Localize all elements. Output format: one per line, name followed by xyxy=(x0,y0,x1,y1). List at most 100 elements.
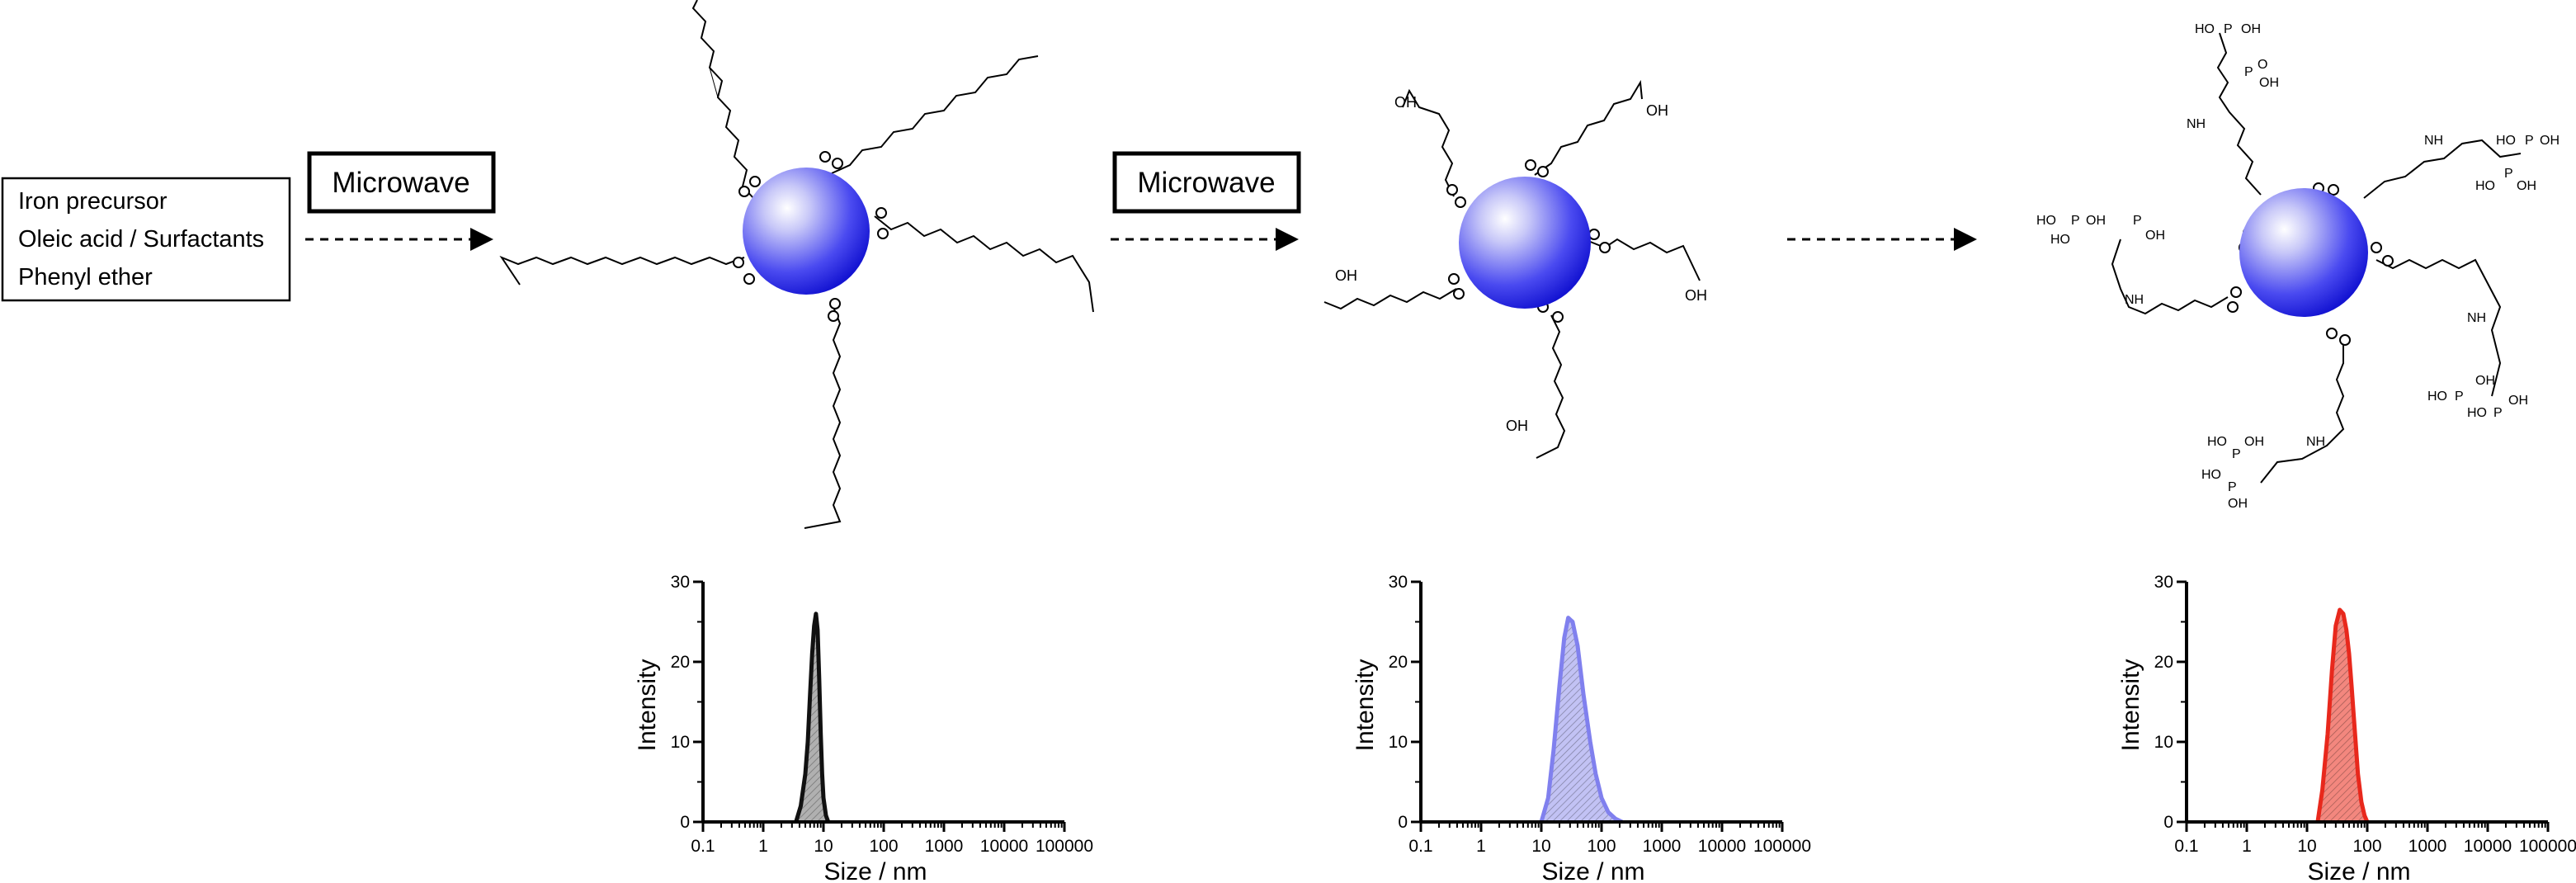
x-tick-label: 100 xyxy=(2352,837,2381,856)
reagent-line-surfactants: Oleic acid / Surfactants xyxy=(18,226,264,253)
x-tick-label: 10000 xyxy=(980,837,1028,856)
y-axis-label: Intensity xyxy=(2117,659,2144,752)
distribution-hatch xyxy=(2317,610,2367,822)
x-tick-label: 1 xyxy=(2242,837,2252,856)
x-tick-label: 0.1 xyxy=(691,837,715,856)
acid-chain-up-left xyxy=(1402,88,1455,197)
svg-text:P: P xyxy=(2244,65,2253,79)
step-3-arrowhead xyxy=(1954,228,1977,251)
svg-text:P: P xyxy=(2071,214,2080,228)
x-tick-label: 0.1 xyxy=(2174,837,2198,856)
x-tick-label: 100 xyxy=(869,837,898,856)
x-tick-label: 10 xyxy=(1531,837,1550,856)
svg-text:HO: HO xyxy=(2467,406,2487,420)
acid-chain-down xyxy=(1536,314,1566,459)
reagent-line-iron-precursor: Iron precursor xyxy=(18,188,167,215)
svg-text:OH: OH xyxy=(2475,374,2495,388)
y-tick-label: 0 xyxy=(1398,813,1408,832)
size-distribution-chart-2: 0 10 20 30 0.1 1 10 100 1000 10000 100000 Size / nm… xyxy=(1352,573,1811,883)
svg-text:HO: HO xyxy=(2195,22,2215,36)
svg-text:P: P xyxy=(2504,167,2513,181)
svg-text:OH: OH xyxy=(2241,22,2261,36)
bp-chain-left xyxy=(2111,238,2229,315)
x-tick-label: 10000 xyxy=(1698,837,1746,856)
bp-nh-1: NH xyxy=(2187,117,2206,131)
svg-text:P: P xyxy=(2232,447,2241,461)
nanoparticle-oleate xyxy=(499,0,1094,529)
step-2-box xyxy=(1112,151,1301,214)
x-tick-label: 100 xyxy=(1587,837,1616,856)
y-axis-label: Intensity xyxy=(634,659,661,752)
svg-text:OH: OH xyxy=(2145,229,2165,243)
acid-oh-2: OH xyxy=(1646,102,1668,119)
bp-chain-right xyxy=(2375,258,2502,397)
y-tick-label: 10 xyxy=(671,733,690,752)
reagent-line-solvent: Phenyl ether xyxy=(18,264,153,290)
nanoparticle-bisphosphonate xyxy=(2111,32,2522,484)
svg-text:OH: OH xyxy=(2259,76,2279,90)
y-tick-label: 10 xyxy=(2154,733,2173,752)
bp-nh-4: NH xyxy=(2467,311,2486,325)
oleate-chain-left xyxy=(499,255,745,286)
oleate-chain-right xyxy=(874,215,1094,313)
bp-chain-down xyxy=(2260,342,2345,484)
bp-cluster-left: HO P OH HO P OH xyxy=(2036,214,2165,247)
step-2-label: Microwave xyxy=(1137,167,1275,199)
y-tick-label: 30 xyxy=(2154,573,2173,592)
y-tick-label: 20 xyxy=(671,653,690,672)
distribution-line xyxy=(2315,607,2370,823)
svg-text:P: P xyxy=(2455,390,2464,404)
svg-text:P: P xyxy=(2133,214,2142,228)
svg-text:HO: HO xyxy=(2201,468,2221,482)
x-tick-label: 10 xyxy=(2297,837,2316,856)
x-tick-label: 10000 xyxy=(2464,837,2512,856)
svg-text:P: P xyxy=(2525,134,2534,148)
svg-text:HO: HO xyxy=(2427,390,2447,404)
svg-text:HO: HO xyxy=(2036,214,2056,228)
reagent-box: Iron precursor Oleic acid / Surfactants … xyxy=(1,177,291,302)
nanoparticle-core-1 xyxy=(743,168,870,295)
svg-text:P: P xyxy=(2493,406,2503,420)
x-tick-label: 1000 xyxy=(2409,837,2447,856)
bp-nh-2: NH xyxy=(2424,134,2443,148)
svg-text:HO: HO xyxy=(2050,233,2070,247)
oleate-chain-down xyxy=(804,306,842,529)
bp-cluster-top: HO P OH P OH O xyxy=(2195,22,2279,90)
svg-text:HO: HO xyxy=(2496,134,2516,148)
y-tick-label: 20 xyxy=(2154,653,2173,672)
step-1-label: Microwave xyxy=(332,167,469,199)
step-1: Microwave xyxy=(305,151,496,251)
distribution-hatch xyxy=(1541,617,1622,822)
x-tick-label: 1000 xyxy=(925,837,964,856)
bp-cluster-right: HO P OH HO P OH xyxy=(2475,134,2559,193)
x-tick-label: 10 xyxy=(814,837,833,856)
acid-labels: OH OH OH OH OH xyxy=(1335,94,1707,434)
bp-nh-3: NH xyxy=(2125,293,2144,307)
x-tick-label: 100000 xyxy=(1036,837,1093,856)
acid-chain-left xyxy=(1323,288,1457,310)
svg-text:OH: OH xyxy=(2540,134,2559,148)
svg-text:OH: OH xyxy=(2086,214,2106,228)
y-tick-label: 30 xyxy=(671,573,690,592)
x-tick-label: 1000 xyxy=(1643,837,1682,856)
y-tick-label: 0 xyxy=(680,813,690,832)
step-2: Microwave xyxy=(1111,151,1301,251)
step-1-box xyxy=(307,151,496,214)
y-tick-label: 20 xyxy=(1389,653,1408,672)
y-axis-label: Intensity xyxy=(1352,659,1379,752)
x-tick-label: 1 xyxy=(758,837,768,856)
acid-oh-3: OH xyxy=(1335,267,1357,284)
svg-text:OH: OH xyxy=(2508,394,2528,408)
oleate-chain-up-left xyxy=(691,0,756,201)
svg-text:OH: OH xyxy=(2517,179,2536,193)
svg-text:OH: OH xyxy=(2244,435,2264,449)
x-tick-label: 100000 xyxy=(2519,837,2576,856)
acid-oh-4: OH xyxy=(1685,287,1707,304)
oleate-chain-up-right xyxy=(831,55,1039,174)
svg-text:P: P xyxy=(2224,22,2233,36)
svg-text:P: P xyxy=(2228,480,2237,494)
distribution-line xyxy=(1539,616,1624,824)
y-tick-label: 0 xyxy=(2163,813,2173,832)
x-tick-label: 100000 xyxy=(1753,837,1811,856)
